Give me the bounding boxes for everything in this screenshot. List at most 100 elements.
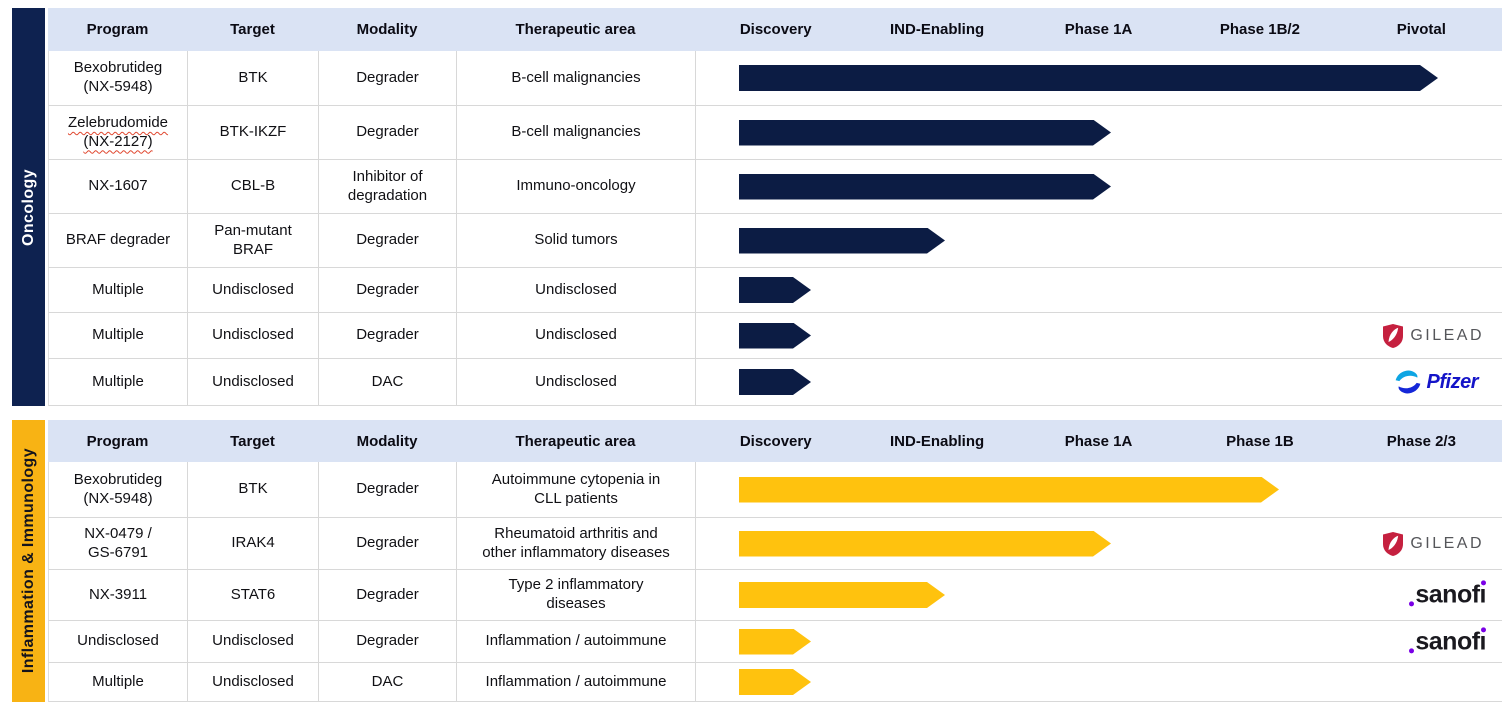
therapeutic-area-value: Type 2 inflammatory	[508, 576, 644, 594]
modality-cell: Degrader	[319, 518, 457, 569]
target-cell: BTK-IKZF	[188, 106, 319, 159]
sanofi-logo: sanofi	[1409, 626, 1488, 657]
pipeline-row: Bexobrutideg (NX-5948) BTK Degrader Auto…	[48, 462, 1502, 518]
pipeline-row: NX-3911 STAT6 Degrader Type 2 inflammato…	[48, 570, 1502, 621]
program-name: Multiple	[92, 672, 144, 690]
program-cell: NX-3911	[49, 570, 188, 620]
gilead-shield-icon	[1383, 531, 1404, 556]
gilead-logo: GILEAD	[1382, 531, 1484, 557]
therapeutic-area-cell: B-cell malignancies	[457, 51, 696, 105]
modality-value-line2: degradation	[347, 186, 428, 204]
program-cell: Zelebrudomide (NX-2127)	[49, 106, 188, 159]
modality-value: DAC	[371, 372, 404, 390]
modality-value: Degrader	[356, 123, 419, 141]
target-value: Pan-mutant	[214, 221, 292, 239]
pipeline-row: Zelebrudomide (NX-2127) BTK-IKZF Degrade…	[48, 106, 1502, 160]
modality-cell: Degrader	[319, 621, 457, 662]
target-value: Undisclosed	[212, 632, 294, 650]
target-value: IRAK4	[231, 534, 275, 552]
gilead-wordmark: GILEAD	[1410, 326, 1484, 344]
stage-header-pivotal: Pivotal	[1396, 21, 1446, 38]
program-code: (NX-2127)	[83, 132, 153, 150]
program-cell: Undisclosed	[49, 621, 188, 662]
column-header-modality: Modality	[356, 432, 418, 450]
timeline-cell: GILEAD	[696, 313, 1502, 358]
target-cell: BTK	[188, 51, 319, 105]
target-value: BTK	[238, 480, 268, 498]
modality-value: Degrader	[356, 68, 419, 86]
progress-arrow	[739, 531, 1111, 557]
therapeutic-area-cell: Undisclosed	[457, 313, 696, 358]
column-header-therapeutic-area: Therapeutic area	[515, 432, 636, 450]
program-name: NX-0479 /	[84, 524, 152, 542]
oncology-section: Oncology Program Target Modality Therape…	[0, 8, 1502, 406]
therapeutic-area-cell: Inflammation / autoimmune	[457, 663, 696, 701]
modality-value: Degrader	[356, 231, 419, 249]
modality-cell: DAC	[319, 663, 457, 701]
modality-value: Degrader	[356, 585, 419, 603]
stage-header-phase-1a: Phase 1A	[1064, 432, 1133, 450]
therapeutic-area-cell: Rheumatoid arthritis and other inflammat…	[457, 518, 696, 569]
gilead-wordmark: GILEAD	[1410, 534, 1484, 552]
modality-cell: Degrader	[319, 462, 457, 517]
sanofi-wordmark: sanofi	[1409, 626, 1488, 657]
program-code: (NX-5948)	[83, 78, 153, 95]
program-name: Multiple	[92, 326, 144, 344]
timeline-cell: sanofi	[696, 621, 1502, 662]
sanofi-wordmark: sanofi	[1409, 579, 1488, 610]
sanofi-logo: sanofi	[1409, 579, 1488, 610]
timeline-cell	[696, 214, 1502, 267]
modality-cell: Degrader	[319, 570, 457, 620]
target-value: Undisclosed	[212, 280, 294, 298]
pipeline-row: BRAF degrader Pan-mutant BRAF Degrader S…	[48, 214, 1502, 268]
pipeline-row: Bexobrutideg (NX-5948) BTK Degrader B-ce…	[48, 51, 1502, 106]
timeline-cell: sanofi	[696, 570, 1502, 620]
modality-value: Inhibitor of	[352, 167, 423, 185]
inflammation-table: Program Target Modality Therapeutic area…	[48, 420, 1502, 702]
program-code: (NX-5948)	[83, 489, 153, 507]
program-cell: Multiple	[49, 313, 188, 358]
stage-header-phase-23: Phase 2/3	[1386, 432, 1456, 450]
therapeutic-area-value: Inflammation / autoimmune	[485, 672, 667, 690]
target-value: CBL-B	[230, 177, 276, 195]
modality-value: Degrader	[356, 534, 419, 552]
therapeutic-area-value: Inflammation / autoimmune	[485, 632, 667, 650]
modality-value: Degrader	[356, 480, 419, 498]
progress-arrow	[739, 369, 811, 395]
target-value: Undisclosed	[212, 372, 294, 390]
program-name: Multiple	[92, 280, 144, 298]
target-cell: Undisclosed	[188, 663, 319, 701]
column-header-program: Program	[86, 432, 149, 450]
modality-cell: Degrader	[319, 214, 457, 267]
target-cell: Undisclosed	[188, 621, 319, 662]
program-cell: Bexobrutideg (NX-5948)	[49, 51, 188, 105]
modality-value: Degrader	[356, 632, 419, 650]
target-cell: Undisclosed	[188, 268, 319, 312]
target-cell: BTK	[188, 462, 319, 517]
therapeutic-area-value: Undisclosed	[535, 326, 617, 344]
target-cell: Undisclosed	[188, 359, 319, 405]
oncology-header-row: Program Target Modality Therapeutic area…	[48, 8, 1502, 51]
target-cell: Undisclosed	[188, 313, 319, 358]
column-header-target: Target	[230, 21, 275, 38]
target-value: STAT6	[230, 585, 276, 603]
target-cell: IRAK4	[188, 518, 319, 569]
therapeutic-area-cell: Solid tumors	[457, 214, 696, 267]
program-cell: Bexobrutideg (NX-5948)	[49, 462, 188, 517]
inflammation-sidebar: Inflammation & Immunology	[12, 420, 45, 702]
column-header-modality: Modality	[356, 21, 418, 38]
program-cell: Multiple	[49, 359, 188, 405]
oncology-table: Program Target Modality Therapeutic area…	[48, 8, 1502, 406]
inflammation-immunology-section: Inflammation & Immunology Program Target…	[0, 420, 1502, 702]
pipeline-row: Multiple Undisclosed Degrader Undisclose…	[48, 268, 1502, 313]
inflammation-header-row: Program Target Modality Therapeutic area…	[48, 420, 1502, 462]
gilead-logo: GILEAD	[1382, 323, 1484, 349]
therapeutic-area-value: Undisclosed	[535, 280, 617, 298]
stage-header-phase-1b: Phase 1B	[1226, 432, 1294, 450]
therapeutic-area-value: Autoimmune cytopenia in	[491, 470, 661, 488]
therapeutic-area-cell: Type 2 inflammatory diseases	[457, 570, 696, 620]
oncology-sidebar: Oncology	[12, 8, 45, 406]
inflammation-sidebar-label: Inflammation & Immunology	[19, 448, 37, 674]
pipeline-row: Multiple Undisclosed DAC Undisclosed	[48, 359, 1502, 406]
